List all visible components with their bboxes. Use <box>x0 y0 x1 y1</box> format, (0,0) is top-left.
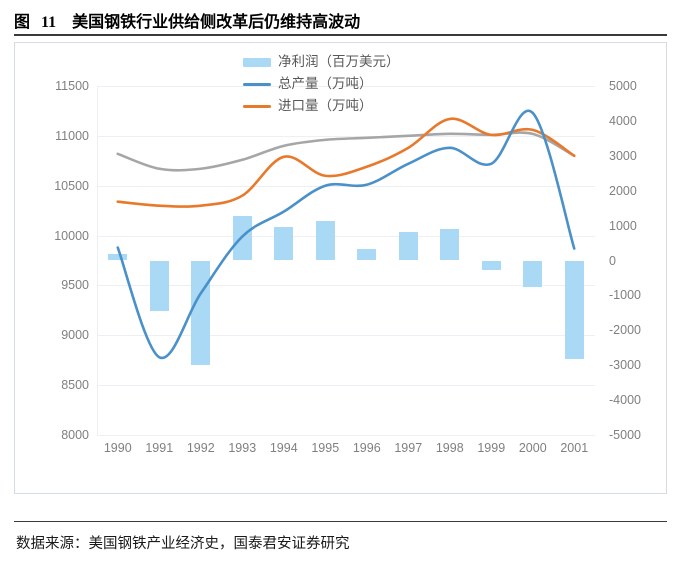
page-title: 美国钢铁行业供给侧改革后仍维持高波动 <box>72 14 361 31</box>
y-axis-line <box>97 86 98 435</box>
data-source-note: 数据来源：美国钢铁产业经济史，国泰君安证券研究 <box>16 536 350 552</box>
gridline <box>97 86 595 87</box>
y-axis-right-tick: -1000 <box>609 288 641 303</box>
legend-swatch-icon <box>243 82 271 86</box>
chart-container: 11500 11000 10500 10000 9500 9000 8500 8000 500… <box>14 42 667 494</box>
y-axis-right-tick: -3000 <box>609 358 641 373</box>
legend-item-2[interactable]: 进口量（万吨） <box>243 96 400 116</box>
x-axis-tick: 1996 <box>352 441 381 455</box>
gridline <box>97 135 595 137</box>
bar-1992 <box>191 260 211 366</box>
y-axis-left-tick: 8000 <box>61 428 89 442</box>
chart-legend: 净利润（百万美元） 总产量（万吨） 进口量（万吨） <box>243 52 400 116</box>
figure-label: 图 <box>14 14 32 31</box>
x-axis-tick: 1991 <box>145 441 174 455</box>
y-axis-right-tick: 0 <box>609 253 616 268</box>
x-axis-tick: 1995 <box>311 441 340 455</box>
bar-1998 <box>440 229 460 261</box>
chart-gridlines <box>97 86 595 436</box>
gridline <box>97 285 595 287</box>
bar-1995 <box>315 221 335 261</box>
legend-swatch-icon <box>243 104 271 108</box>
legend-label: 总产量（万吨） <box>278 76 373 91</box>
x-axis-tick: 1990 <box>103 441 132 455</box>
x-axis-tick: 2000 <box>518 441 547 455</box>
gridline <box>97 435 595 436</box>
y-axis-left-tick: 11500 <box>55 79 89 93</box>
y-axis-left-tick: 9000 <box>61 328 89 343</box>
y-axis-left-tick: 8500 <box>61 378 89 393</box>
bar-1994 <box>274 227 294 261</box>
legend-item-1[interactable]: 总产量（万吨） <box>243 74 400 94</box>
y-axis-left-tick: 9500 <box>61 278 89 293</box>
legend-swatch-icon <box>243 57 271 67</box>
y-axis-right-tick: 2000 <box>609 183 637 198</box>
legend-item-0[interactable]: 净利润（百万美元） <box>243 52 400 72</box>
y-axis-right-tick: 1000 <box>609 218 637 233</box>
bar-1997 <box>398 231 418 261</box>
x-axis-tick: 1998 <box>435 441 464 455</box>
gridline <box>97 185 595 187</box>
bar-1999 <box>481 260 501 270</box>
y-axis-right-tick: -4000 <box>609 393 641 408</box>
legend-label: 进口量（万吨） <box>278 98 373 113</box>
x-axis-tick: 1997 <box>394 441 423 455</box>
legend-label: 净利润（百万美元） <box>278 54 400 69</box>
bar-1990 <box>108 254 128 261</box>
y-axis-right-tick: -5000 <box>609 428 641 442</box>
bar-1991 <box>149 260 169 312</box>
x-axis-tick: 1994 <box>269 441 298 455</box>
footer-divider <box>14 521 667 522</box>
x-axis-tick: 2001 <box>560 441 589 455</box>
bar-2001 <box>564 260 584 360</box>
x-axis-tick: 1999 <box>477 441 506 455</box>
y-axis-right-tick: -2000 <box>609 323 641 338</box>
y-axis-right-tick: 5000 <box>609 79 637 93</box>
x-axis-tick: 1993 <box>228 441 257 455</box>
bar-2000 <box>523 260 543 287</box>
y-axis-right-tick: 4000 <box>609 113 637 128</box>
y-axis-left-tick: 10500 <box>54 178 89 193</box>
chart-plot-area: 11500 11000 10500 10000 9500 9000 8500 8000 500… <box>15 43 668 495</box>
y-axis-left-tick: 10000 <box>54 228 89 243</box>
figure-number: 11 <box>41 14 57 31</box>
figure-title-row: 图 11 美国钢铁行业供给侧改革后仍维持高波动 <box>14 8 667 32</box>
y-axis-right-tick: 3000 <box>609 148 637 163</box>
y-axis-left-tick: 11000 <box>55 128 89 143</box>
gridline <box>97 235 595 237</box>
x-axis-tick: 1992 <box>186 441 215 455</box>
bar-1996 <box>357 249 377 261</box>
gridline <box>97 385 595 387</box>
title-divider <box>14 34 667 36</box>
bar-1993 <box>232 215 252 261</box>
gridline <box>97 335 595 337</box>
